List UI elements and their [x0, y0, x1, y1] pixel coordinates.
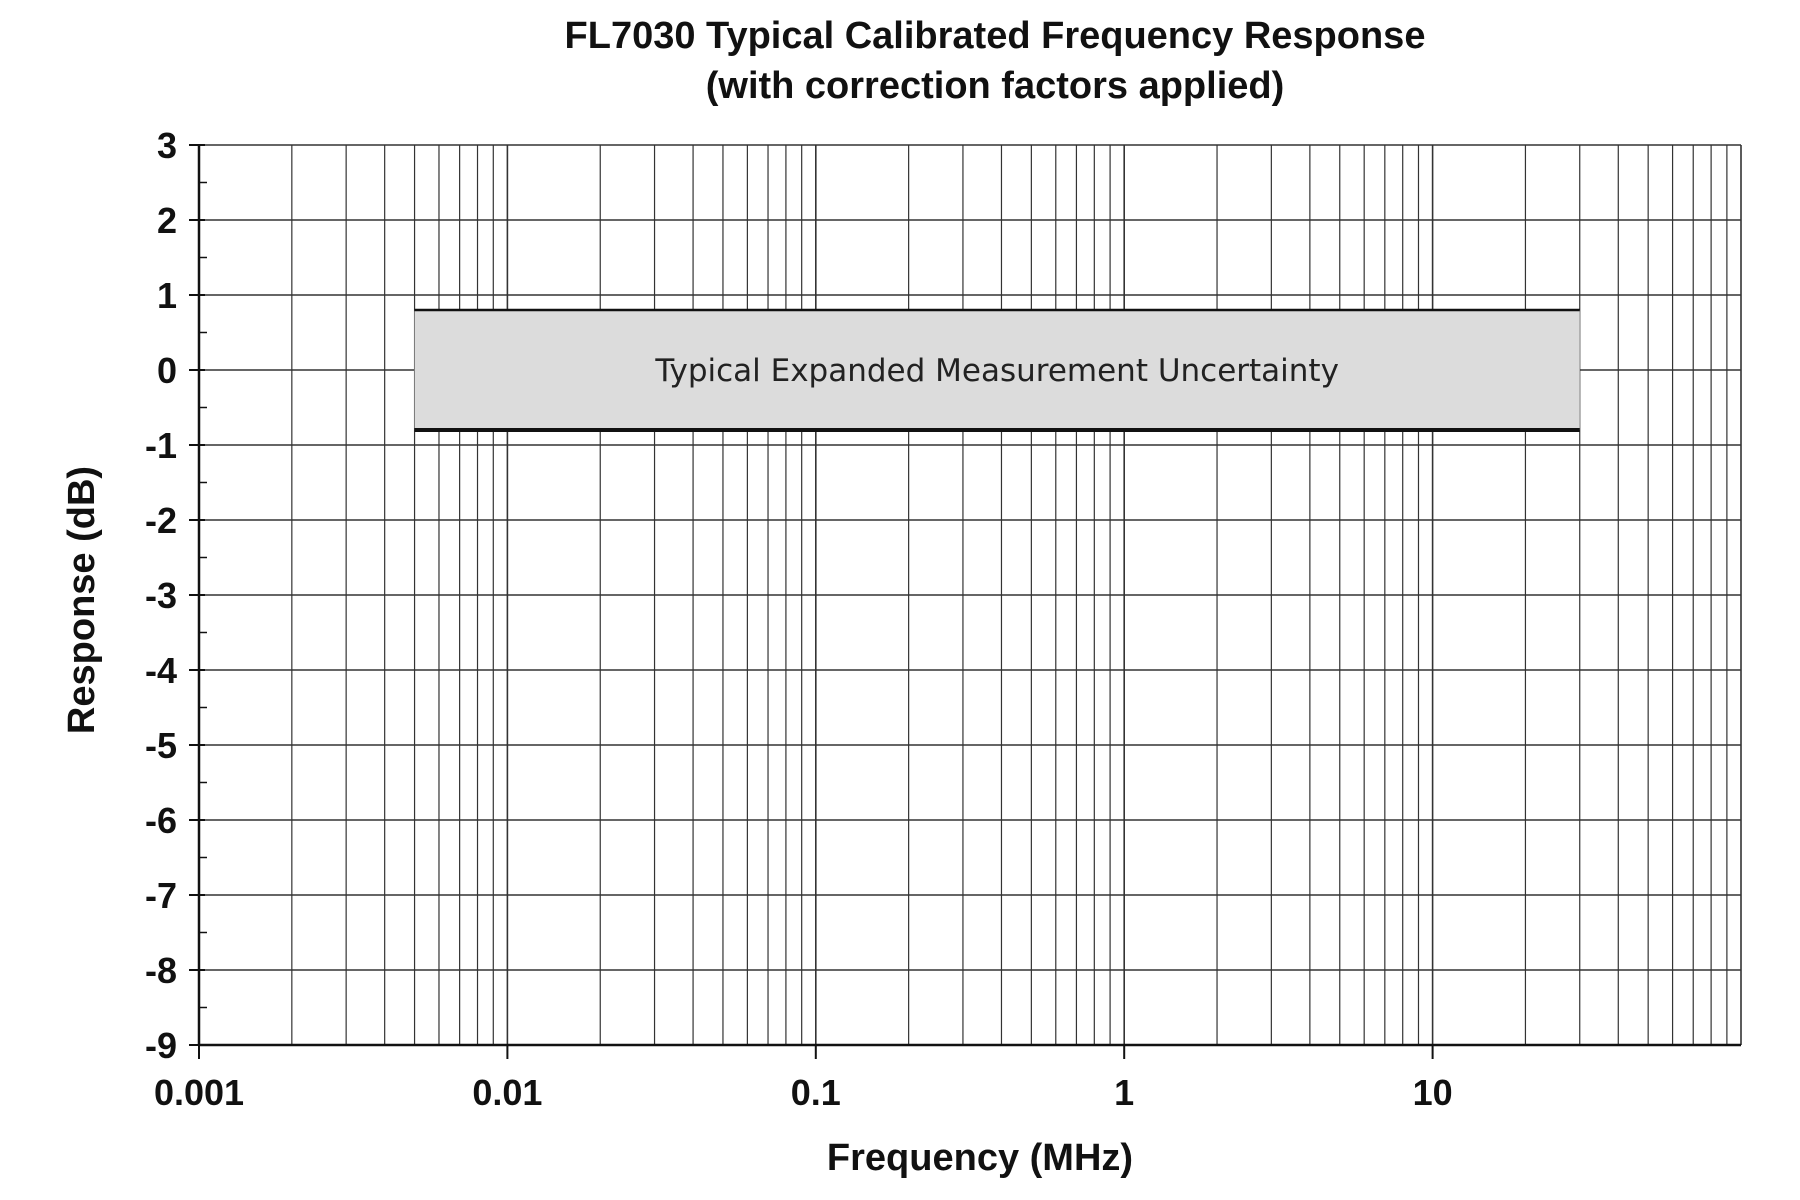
y-tick-labels: 3 2 1 0 -1 -2 -3 -4 -5 -6 -7 -8 -9 [145, 125, 177, 1066]
x-tick-label: 0.01 [472, 1072, 542, 1113]
x-tick-label: 0.1 [791, 1072, 841, 1113]
y-tick-label: -2 [145, 500, 177, 541]
y-tick-label: -6 [145, 800, 177, 841]
y-tick-label: -5 [145, 725, 177, 766]
x-tick-label: 0.001 [154, 1072, 244, 1113]
y-tick-label: -8 [145, 950, 177, 991]
band-label: Typical Expanded Measurement Uncertainty [654, 353, 1339, 389]
axes [189, 144, 1741, 1059]
y-tick-label: -4 [145, 650, 177, 691]
y-tick-label: -1 [145, 425, 177, 466]
y-tick-label: 2 [157, 200, 177, 241]
chart-subtitle: (with correction factors applied) [706, 65, 1285, 107]
x-tick-label: 1 [1114, 1072, 1134, 1113]
uncertainty-band [414, 310, 1580, 430]
y-tick-label: 1 [157, 275, 177, 316]
y-tick-label: -9 [145, 1025, 177, 1066]
chart-title: FL7030 Typical Calibrated Frequency Resp… [565, 15, 1426, 57]
x-tick-label: 10 [1413, 1072, 1453, 1113]
y-tick-label: 0 [157, 350, 177, 391]
y-tick-label: 3 [157, 125, 177, 166]
y-axis-label: Response (dB) [61, 466, 103, 734]
x-tick-labels: 0.001 0.01 0.1 1 10 [154, 1072, 1453, 1113]
uncertainty-band-group: Typical Expanded Measurement Uncertainty [414, 308, 1580, 432]
y-tick-label: -7 [145, 875, 177, 916]
x-axis-label: Frequency (MHz) [827, 1137, 1133, 1179]
y-tick-label: -3 [145, 575, 177, 616]
